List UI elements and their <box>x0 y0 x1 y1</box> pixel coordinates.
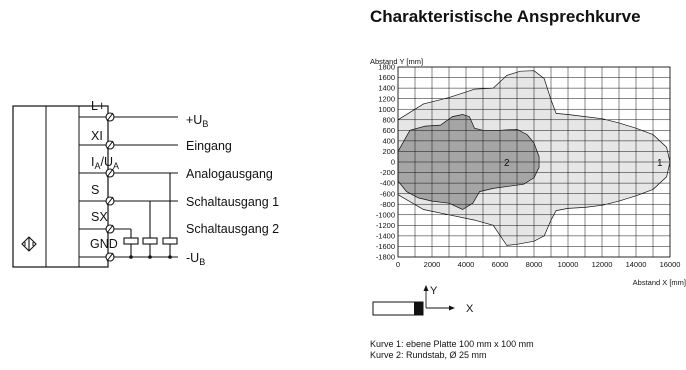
sensor-body <box>12 105 109 268</box>
y-tick-label: -1000 <box>376 210 395 219</box>
y-tick-label: -1600 <box>376 242 395 251</box>
y-tick-label: 400 <box>382 136 395 145</box>
x-tick-label: 2000 <box>424 260 441 269</box>
x-tick-label: 6000 <box>492 260 509 269</box>
load-resistor-s <box>142 237 158 259</box>
legend-line-2: Kurve 2: Rundstab, Ø 25 mm <box>370 350 487 360</box>
wiring-diagram: L+ XI IA/UA S SX GND <box>12 99 279 268</box>
signal-label-analogausgang: Analogausgang <box>186 167 273 181</box>
y-tick-label: 1000 <box>378 105 395 114</box>
y-tick-label: 1400 <box>378 84 395 93</box>
y-arrow-icon <box>423 285 429 291</box>
y-tick-label: -1400 <box>376 231 395 240</box>
x-tick-label: 0 <box>396 260 400 269</box>
y-tick-label: -1200 <box>376 221 395 230</box>
x-tick-label: 14000 <box>626 260 647 269</box>
x-tick-label: 16000 <box>660 260 681 269</box>
x-tick-label: 12000 <box>592 260 613 269</box>
chart-title: Charakteristische Ansprechkurve <box>370 7 641 26</box>
y-tick-label: 1200 <box>378 94 395 103</box>
x-tick-label: 8000 <box>526 260 543 269</box>
legend-line-1: Kurve 1: ebene Platte 100 mm x 100 mm <box>370 339 534 349</box>
pin-label-gnd: GND <box>90 237 118 251</box>
signal-label-schaltausgang-1: Schaltausgang 1 <box>186 195 279 209</box>
pin-label-s: S <box>91 183 99 197</box>
pin-label-xi: XI <box>91 129 103 143</box>
x-arrow-icon <box>449 305 455 311</box>
pin-label-sx: SX <box>91 210 108 224</box>
y-tick-label: 800 <box>382 115 395 124</box>
y-tick-label: 1600 <box>378 73 395 82</box>
y-tick-label: -400 <box>380 179 395 188</box>
signal-label-supply: +UB <box>186 113 208 129</box>
pin-label-lplus: L+ <box>91 99 105 113</box>
y-axis-title: Abstand Y [mm] <box>370 57 423 66</box>
curve-legend: Kurve 1: ebene Platte 100 mm x 100 mm Ku… <box>370 339 534 361</box>
y-tick-label: 600 <box>382 126 395 135</box>
x-tick-label: 4000 <box>458 260 475 269</box>
x-axis-title: Abstand X [mm] <box>633 278 686 287</box>
y-tick-label: 1800 <box>378 63 395 72</box>
y-tick-label: 200 <box>382 147 395 156</box>
y-tick-label: -800 <box>380 200 395 209</box>
pin-label-analog: IA/UA <box>91 155 119 171</box>
signal-label-gnd: -UB <box>186 251 205 267</box>
load-resistor-analog <box>162 237 178 259</box>
y-tick-label: -200 <box>380 168 395 177</box>
signal-label-eingang: Eingang <box>186 139 232 153</box>
orientation-x-label: X <box>466 303 474 315</box>
load-resistor-sx <box>123 237 139 259</box>
sensor-sketch-face <box>414 302 423 315</box>
curve-1-outline <box>397 70 671 246</box>
y-tick-label: -1800 <box>376 253 395 262</box>
curve-2-label: 2 <box>504 158 510 169</box>
sensor-symbol-icon <box>21 236 37 252</box>
curve-2-outline <box>397 114 540 210</box>
y-tick-label: -600 <box>380 189 395 198</box>
x-tick-label: 10000 <box>558 260 579 269</box>
curve-1-label: 1 <box>657 158 663 169</box>
orientation-y-label: Y <box>430 285 438 297</box>
y-tick-label: 0 <box>391 158 395 167</box>
signal-label-schaltausgang-2: Schaltausgang 2 <box>186 222 279 236</box>
